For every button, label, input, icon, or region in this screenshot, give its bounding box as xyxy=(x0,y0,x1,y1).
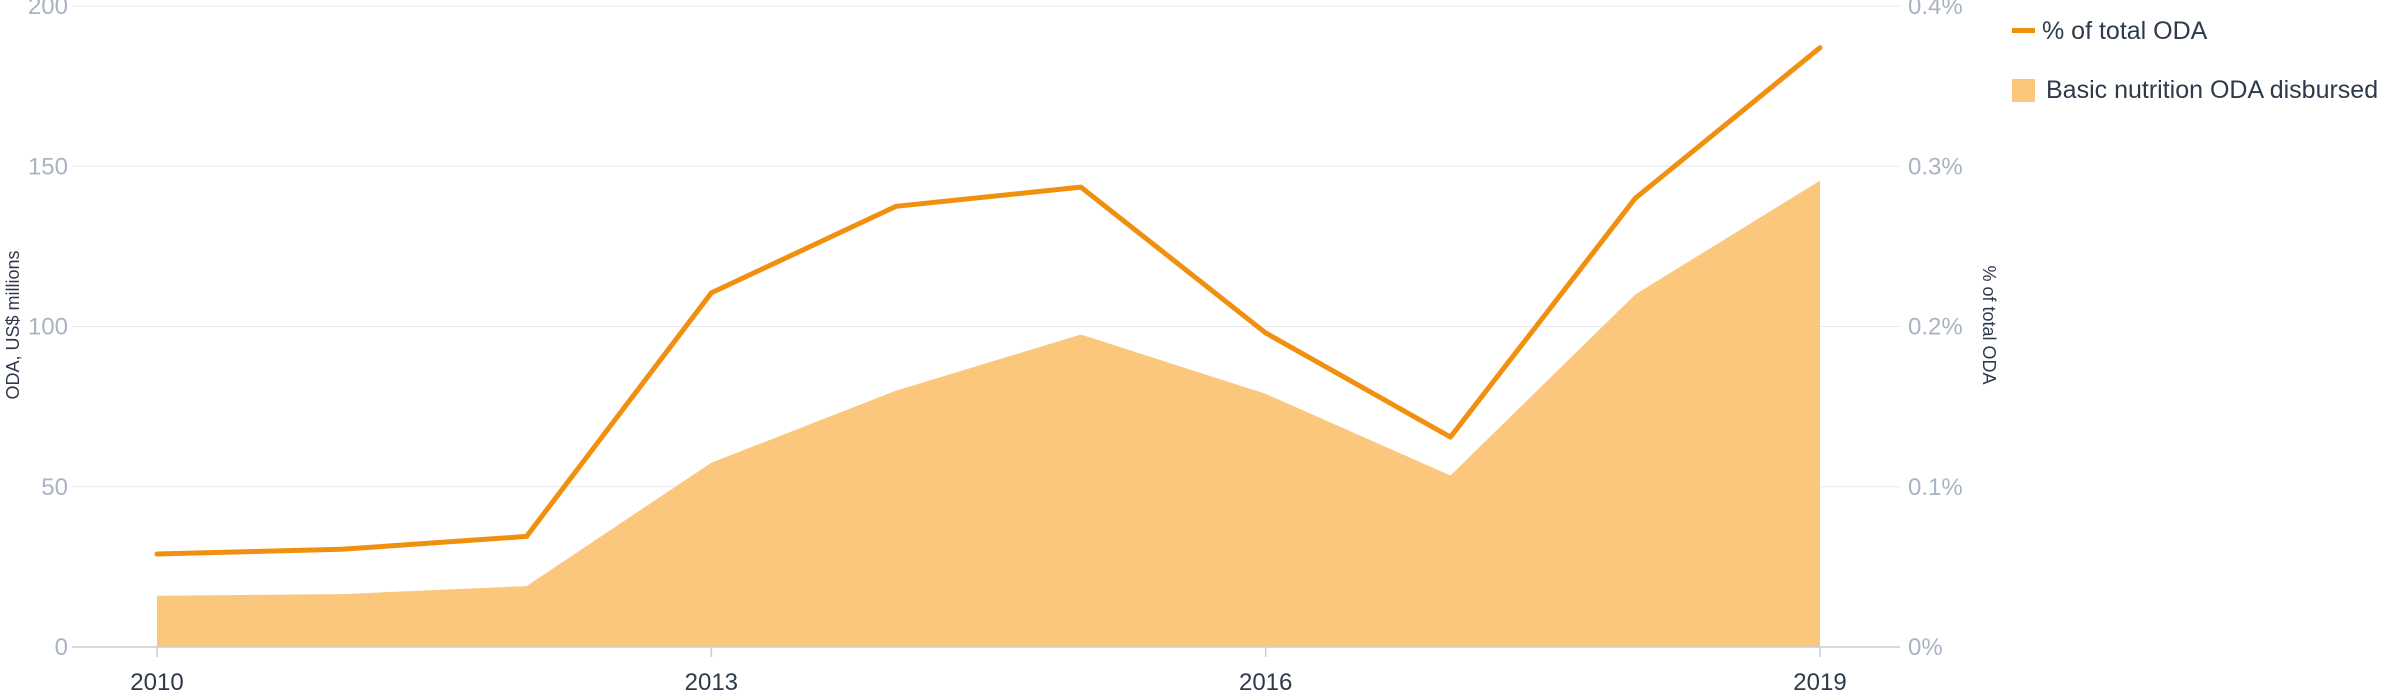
x-tick-label: 2016 xyxy=(1239,669,1292,696)
y-axis-left-title: ODA, US$ millions xyxy=(3,250,23,399)
x-axis: 2010 2013 2016 2019 xyxy=(72,646,1900,696)
area-series-basic-nutrition-oda xyxy=(157,180,1820,648)
y-axis-right-title: % of total ODA xyxy=(1979,265,1999,384)
y-axis-right: 0% 0.1% 0.2% 0.3% 0.4% xyxy=(1908,0,1963,661)
x-tick-label: 2013 xyxy=(685,669,738,696)
y-right-tick-label: 0.4% xyxy=(1908,0,1963,20)
x-tick-label: 2019 xyxy=(1793,669,1846,696)
y-left-tick-label: 50 xyxy=(41,474,68,501)
legend-item-area[interactable]: Basic nutrition ODA disbursed xyxy=(2012,76,2378,104)
legend-item-line[interactable]: % of total ODA xyxy=(2012,17,2208,45)
area-series-layer xyxy=(157,180,1820,648)
x-tick-label: 2010 xyxy=(130,669,183,696)
y-right-tick-label: 0.2% xyxy=(1908,314,1963,341)
legend[interactable]: % of total ODA Basic nutrition ODA disbu… xyxy=(2012,17,2378,104)
y-left-tick-label: 150 xyxy=(28,153,68,180)
line-series-percent-total-oda xyxy=(154,45,1823,557)
legend-line-label: % of total ODA xyxy=(2042,17,2208,45)
y-left-tick-label: 100 xyxy=(28,314,68,341)
y-right-tick-label: 0.1% xyxy=(1908,474,1963,501)
y-left-tick-label: 200 xyxy=(28,0,68,20)
y-right-tick-label: 0% xyxy=(1908,634,1943,661)
legend-line-swatch xyxy=(2012,28,2035,33)
y-left-tick-label: 0 xyxy=(55,634,68,661)
line-series-layer xyxy=(154,45,1823,557)
y-axis-left: 0 50 100 150 200 xyxy=(28,0,68,661)
legend-area-label: Basic nutrition ODA disbursed xyxy=(2046,76,2378,104)
y-right-tick-label: 0.3% xyxy=(1908,153,1963,180)
legend-area-swatch xyxy=(2012,79,2035,102)
